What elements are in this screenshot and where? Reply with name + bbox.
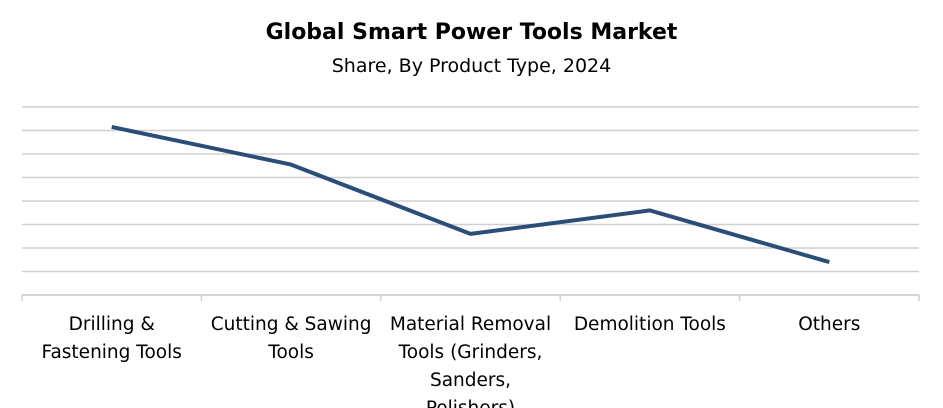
x-tick-label: Material Removal Tools (Grinders, Sander…	[389, 314, 552, 408]
data-line	[111, 125, 830, 265]
x-tick-label: Cutting & Sawing Tools	[210, 314, 372, 363]
x-tick-label: Drilling & Fastening Tools	[41, 314, 182, 363]
x-tick-label: Others	[798, 314, 861, 335]
chart-title: Global Smart Power Tools Market	[265, 20, 678, 45]
x-tick-label: Demolition Tools	[573, 314, 726, 335]
chart-subtitle: Share, By Product Type, 2024	[331, 55, 612, 77]
